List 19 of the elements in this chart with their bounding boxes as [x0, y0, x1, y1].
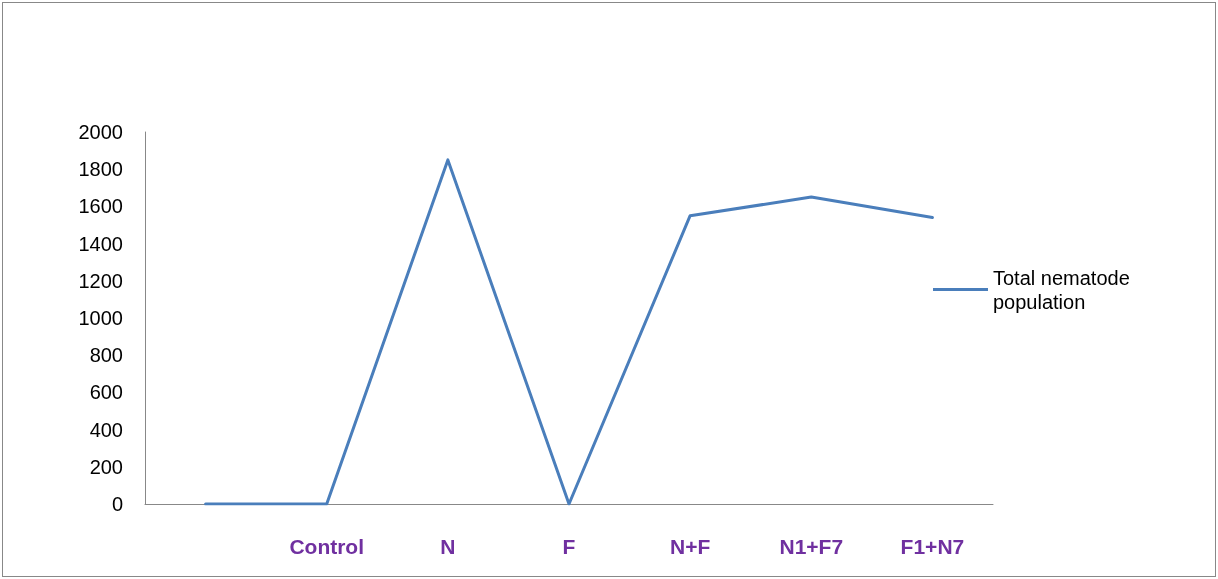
y-tick-label: 1000 [78, 307, 123, 329]
x-tick-label: N+F [670, 535, 711, 558]
y-tick-label: 1200 [78, 269, 123, 292]
x-tick-label: Control [289, 535, 365, 558]
y-tick-label: 600 [89, 381, 123, 404]
y-tick-label: 2000 [78, 121, 123, 143]
y-tick-label: 800 [89, 344, 123, 367]
x-tick-label: F [562, 535, 576, 558]
legend-label: Total nematode population [993, 266, 1136, 313]
y-tick-label: 1800 [78, 158, 123, 181]
y-tick-label: 1600 [78, 195, 123, 218]
y-tick-label: 200 [89, 455, 123, 478]
x-tick-label: N1+F7 [779, 535, 844, 558]
line-series [204, 158, 934, 506]
y-tick-label: 0 [111, 493, 123, 515]
x-tick-label: N [440, 535, 456, 558]
y-tick-label: 400 [89, 418, 123, 441]
x-tick-label: F1+N7 [900, 535, 965, 558]
y-tick-label: 1400 [78, 232, 123, 255]
